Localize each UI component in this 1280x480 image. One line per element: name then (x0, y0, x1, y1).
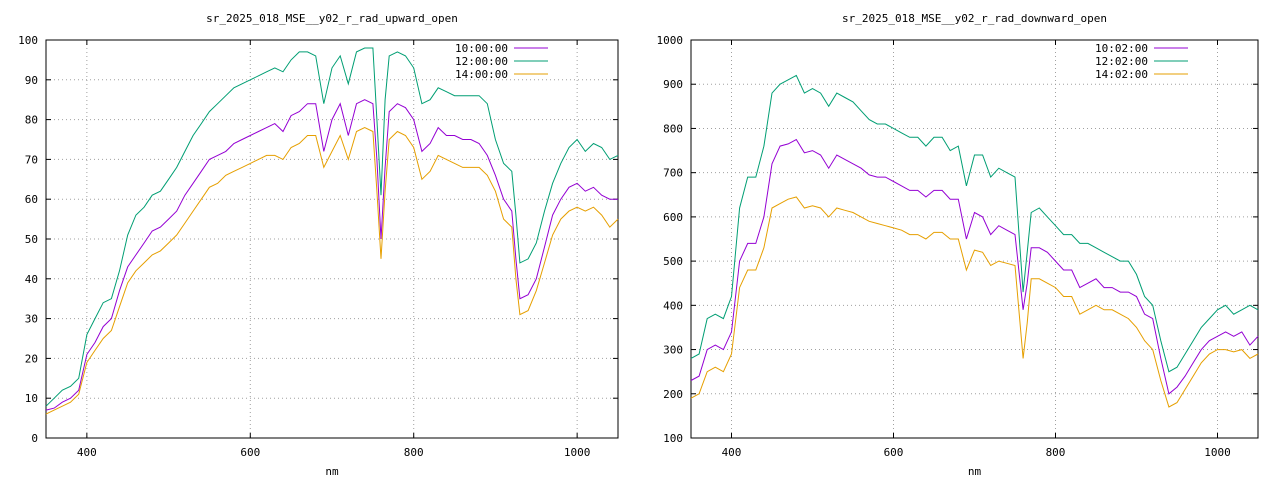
series-line-2 (45, 127, 619, 415)
x-tick-label: 1000 (1204, 446, 1231, 459)
y-tick-label: 60 (25, 193, 38, 206)
y-tick-label: 200 (663, 388, 683, 401)
legend-label: 10:00:00 (455, 42, 508, 55)
chart-1: sr_2025_018_MSE__y02_r_rad_downward_open… (657, 12, 1259, 478)
x-tick-label: 1000 (564, 446, 591, 459)
x-tick-label: 400 (722, 446, 742, 459)
plot-frame (690, 39, 1259, 439)
y-tick-label: 0 (31, 432, 38, 445)
x-tick-label: 800 (1046, 446, 1066, 459)
series-line-1 (690, 74, 1259, 373)
series-line-2 (690, 196, 1259, 408)
y-tick-label: 100 (18, 34, 38, 47)
chart-title: sr_2025_018_MSE__y02_r_rad_upward_open (206, 12, 458, 25)
y-tick-label: 10 (25, 392, 38, 405)
series-line-0 (690, 138, 1259, 395)
series-line-0 (45, 99, 618, 411)
y-tick-label: 20 (25, 352, 38, 365)
legend-label: 12:02:00 (1095, 55, 1148, 68)
x-tick-label: 400 (77, 446, 97, 459)
legend-label: 14:00:00 (455, 68, 508, 81)
y-tick-label: 300 (663, 344, 683, 357)
series-line-1 (45, 47, 619, 407)
y-tick-label: 700 (663, 167, 683, 180)
chart-0: sr_2025_018_MSE__y02_r_rad_upward_open 0 1… (18, 12, 619, 478)
chart-title: sr_2025_018_MSE__y02_r_rad_downward_open (842, 12, 1107, 25)
legend-label: 14:02:00 (1095, 68, 1148, 81)
y-tick-label: 80 (25, 114, 38, 127)
x-tick-label: 800 (404, 446, 424, 459)
y-tick-label: 90 (25, 74, 38, 87)
y-tick-label: 400 (663, 299, 683, 312)
y-tick-label: 50 (25, 233, 38, 246)
y-tick-label: 600 (663, 211, 683, 224)
y-tick-label: 900 (663, 78, 683, 91)
legend-label: 12:00:00 (455, 55, 508, 68)
plot-frame (45, 39, 619, 439)
x-axis-label: nm (968, 465, 982, 478)
y-tick-label: 70 (25, 153, 38, 166)
y-tick-label: 100 (663, 432, 683, 445)
y-tick-label: 40 (25, 273, 38, 286)
y-tick-label: 800 (663, 122, 683, 135)
y-tick-label: 1000 (657, 34, 684, 47)
x-tick-label: 600 (884, 446, 904, 459)
y-tick-label: 30 (25, 313, 38, 326)
y-tick-label: 500 (663, 255, 683, 268)
x-tick-label: 600 (240, 446, 260, 459)
x-axis-label: nm (325, 465, 339, 478)
legend-label: 10:02:00 (1095, 42, 1148, 55)
